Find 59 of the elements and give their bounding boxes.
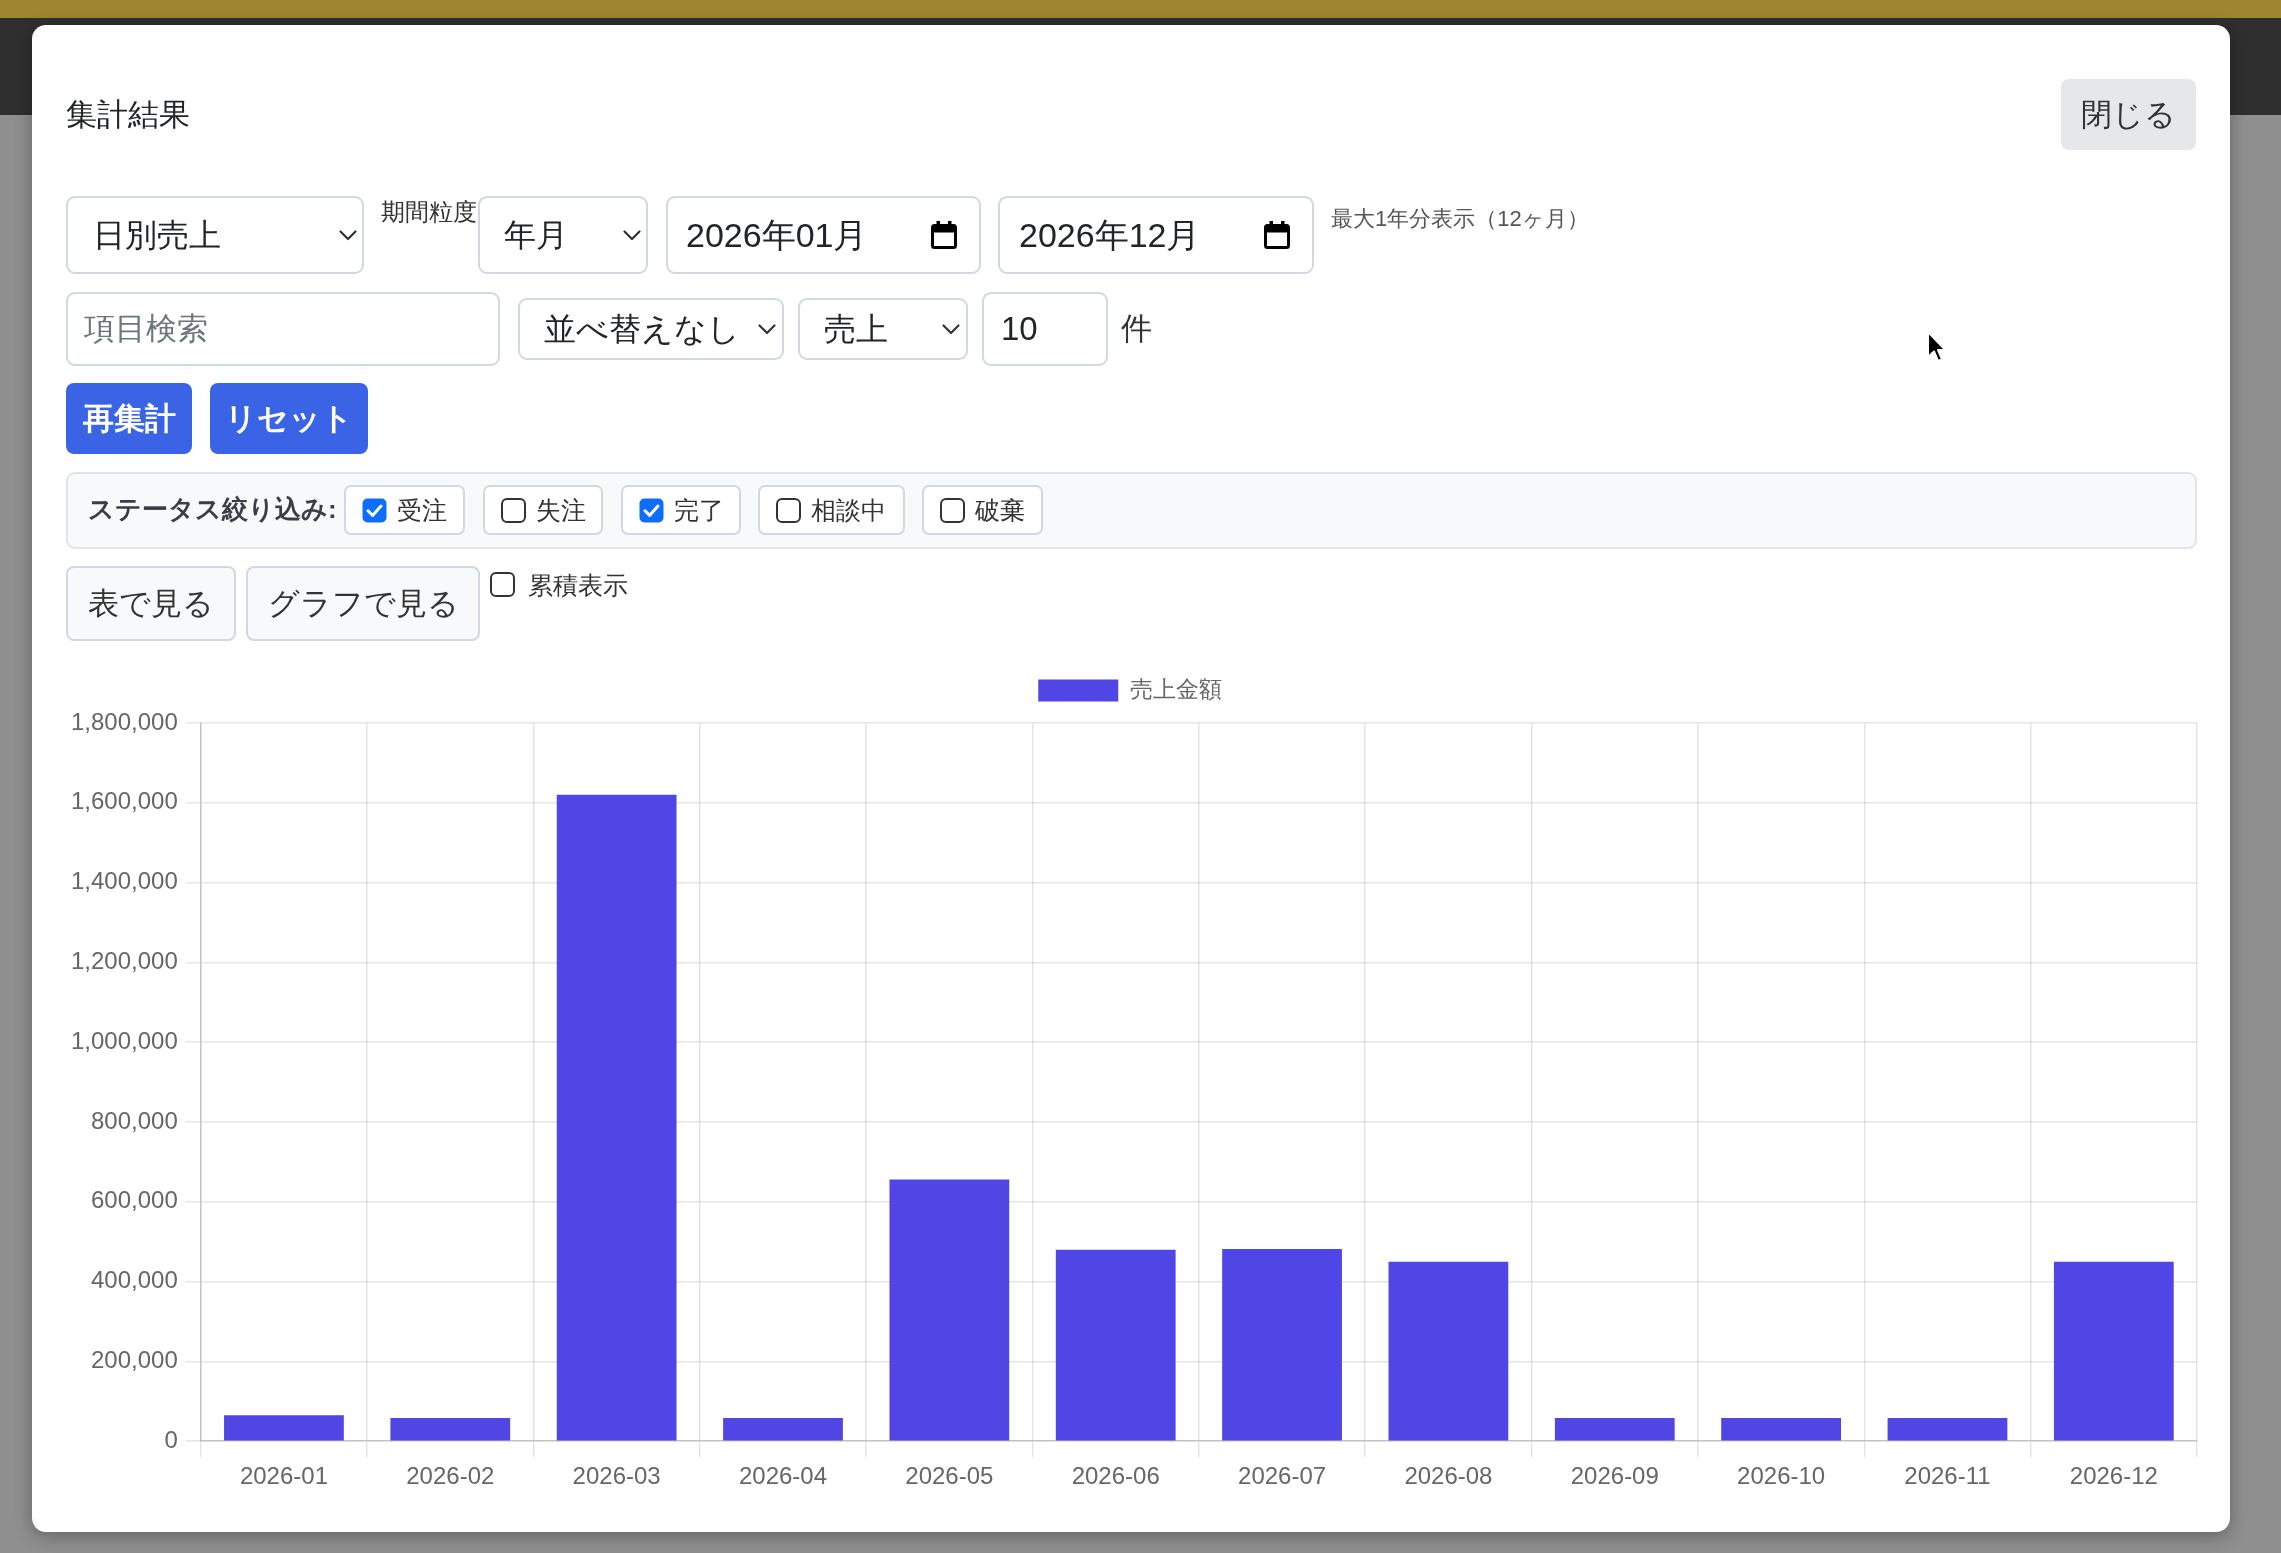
y-tick-label: 1,600,000	[70, 787, 178, 815]
text: グラフで見る	[266, 584, 460, 623]
x-tick-label: 2026-04	[738, 1462, 828, 1490]
y-tick-label: 400,000	[91, 1266, 178, 1294]
y-tick-label: 200,000	[91, 1346, 178, 1374]
text: 年月	[504, 215, 568, 255]
text: 期間粒度	[381, 197, 477, 227]
y-tick-label: 1,800,000	[70, 707, 178, 735]
chart-title: 集計結果	[66, 96, 190, 134]
bar	[1222, 1248, 1342, 1441]
y-tick-label: 1,000,000	[70, 1026, 178, 1054]
bar	[723, 1418, 843, 1441]
x-tick-label: 2026-03	[572, 1462, 661, 1490]
x-tick-label: 2026-09	[1570, 1462, 1659, 1490]
x-tick-label: 2026-10	[1737, 1462, 1826, 1490]
text: 日別売上	[93, 215, 221, 255]
x-tick-label: 2026-11	[1904, 1462, 1991, 1490]
y-tick-label: 1,400,000	[70, 867, 178, 895]
text: 項目検索	[84, 310, 208, 348]
text: 2026年12月	[1019, 214, 1201, 256]
text: ステータス絞り込み:	[88, 494, 337, 526]
x-tick-label: 2026-12	[2069, 1462, 2158, 1490]
text: 10	[1001, 309, 1038, 349]
bar	[224, 1415, 344, 1441]
y-tick-label: 0	[164, 1425, 178, 1453]
text: 件	[1121, 310, 1152, 348]
bar	[2053, 1261, 2174, 1441]
text: 2026年01月	[686, 214, 868, 256]
bar	[889, 1179, 1010, 1441]
y-tick-label: 1,200,000	[70, 947, 178, 975]
bar	[1554, 1418, 1675, 1441]
legend-label: 売上金額	[1129, 675, 1222, 702]
text: 売上	[824, 309, 888, 349]
bar	[1388, 1261, 1509, 1441]
x-tick-label: 2026-07	[1238, 1462, 1327, 1490]
bar	[390, 1418, 511, 1441]
text: 相談中	[811, 495, 886, 525]
x-tick-label: 2026-08	[1404, 1462, 1493, 1490]
text: 再集計	[81, 399, 177, 438]
text: 最大1年分表示（12ヶ月）	[1331, 205, 1589, 233]
bar	[1055, 1249, 1176, 1441]
x-tick-label: 2026-06	[1071, 1462, 1160, 1490]
bar	[556, 794, 677, 1441]
text: 閉じる	[2080, 95, 2177, 134]
text: 破棄	[975, 495, 1025, 525]
text: 受注	[397, 495, 447, 525]
x-tick-label: 2026-05	[905, 1462, 994, 1490]
text: 表で見る	[87, 584, 215, 623]
text: リセット	[224, 399, 354, 438]
text: 失注	[536, 495, 586, 525]
x-tick-label: 2026-01	[239, 1462, 328, 1490]
text: 累積表示	[528, 570, 628, 600]
y-tick-label: 800,000	[91, 1106, 178, 1134]
x-tick-label: 2026-02	[406, 1462, 495, 1490]
bar	[1721, 1418, 1842, 1441]
text: 完了	[674, 495, 724, 525]
y-tick-label: 600,000	[91, 1186, 178, 1214]
bar	[1887, 1418, 2008, 1441]
text: 並べ替えなし	[544, 309, 740, 349]
